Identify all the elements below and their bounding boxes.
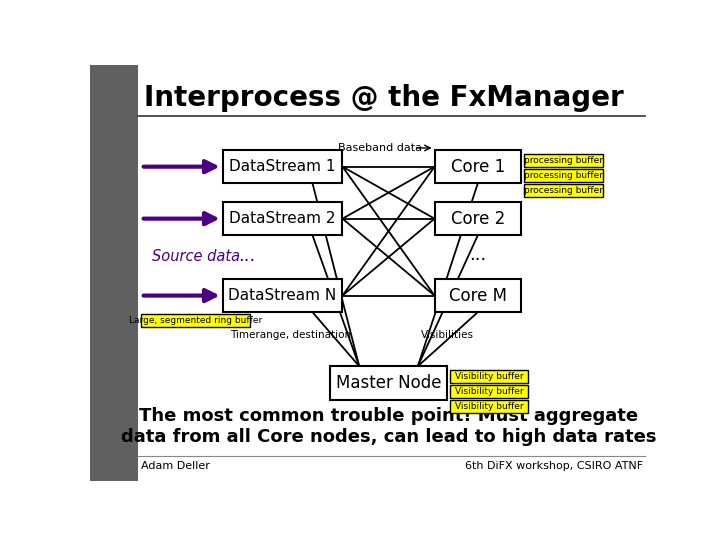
- FancyBboxPatch shape: [330, 366, 447, 400]
- FancyBboxPatch shape: [524, 154, 603, 167]
- Text: DataStream N: DataStream N: [228, 288, 337, 303]
- Text: Visibility buffer: Visibility buffer: [454, 402, 523, 411]
- FancyBboxPatch shape: [435, 150, 521, 183]
- FancyBboxPatch shape: [141, 314, 250, 327]
- FancyBboxPatch shape: [222, 279, 343, 312]
- FancyBboxPatch shape: [450, 400, 528, 413]
- Text: Large, segmented ring buffer: Large, segmented ring buffer: [129, 316, 262, 325]
- Text: processing buffer: processing buffer: [524, 156, 603, 165]
- Text: DataStream 2: DataStream 2: [229, 211, 336, 226]
- Text: Core 1: Core 1: [451, 158, 505, 176]
- FancyBboxPatch shape: [524, 168, 603, 182]
- FancyBboxPatch shape: [450, 385, 528, 399]
- Text: The most common trouble point! Must aggregate: The most common trouble point! Must aggr…: [139, 407, 638, 425]
- Text: Timerange, destination: Timerange, destination: [230, 330, 351, 340]
- Text: 6th DiFX workshop, CSIRO ATNF: 6th DiFX workshop, CSIRO ATNF: [465, 461, 644, 471]
- FancyBboxPatch shape: [435, 202, 521, 235]
- Text: Master Node: Master Node: [336, 374, 441, 392]
- Text: processing buffer: processing buffer: [524, 186, 603, 195]
- FancyBboxPatch shape: [90, 65, 138, 481]
- FancyBboxPatch shape: [222, 150, 343, 183]
- Text: Source data: Source data: [152, 248, 240, 264]
- Text: Core 2: Core 2: [451, 210, 505, 228]
- FancyBboxPatch shape: [450, 370, 528, 383]
- Text: DataStream 1: DataStream 1: [229, 159, 336, 174]
- Text: Visibility buffer: Visibility buffer: [454, 372, 523, 381]
- Text: Visibilities: Visibilities: [420, 330, 474, 340]
- Text: Core M: Core M: [449, 287, 507, 305]
- Text: data from all Core nodes, can lead to high data rates: data from all Core nodes, can lead to hi…: [121, 428, 657, 446]
- Text: processing buffer: processing buffer: [524, 171, 603, 180]
- FancyBboxPatch shape: [222, 202, 343, 235]
- Text: ...: ...: [238, 247, 256, 265]
- FancyBboxPatch shape: [524, 184, 603, 197]
- Text: Interprocess @ the FxManager: Interprocess @ the FxManager: [143, 84, 624, 112]
- FancyBboxPatch shape: [435, 279, 521, 312]
- Text: Adam Deller: Adam Deller: [141, 461, 210, 471]
- Text: Baseband data: Baseband data: [338, 143, 422, 153]
- Text: Visibility buffer: Visibility buffer: [454, 387, 523, 396]
- Text: ...: ...: [469, 246, 487, 264]
